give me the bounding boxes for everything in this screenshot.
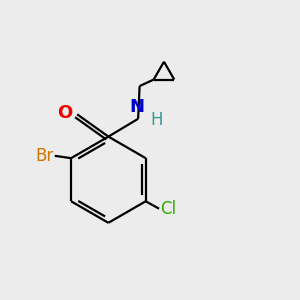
Text: Cl: Cl xyxy=(160,200,177,218)
Text: Br: Br xyxy=(35,147,53,165)
Text: H: H xyxy=(151,111,163,129)
Text: N: N xyxy=(129,98,144,116)
Text: O: O xyxy=(58,104,73,122)
